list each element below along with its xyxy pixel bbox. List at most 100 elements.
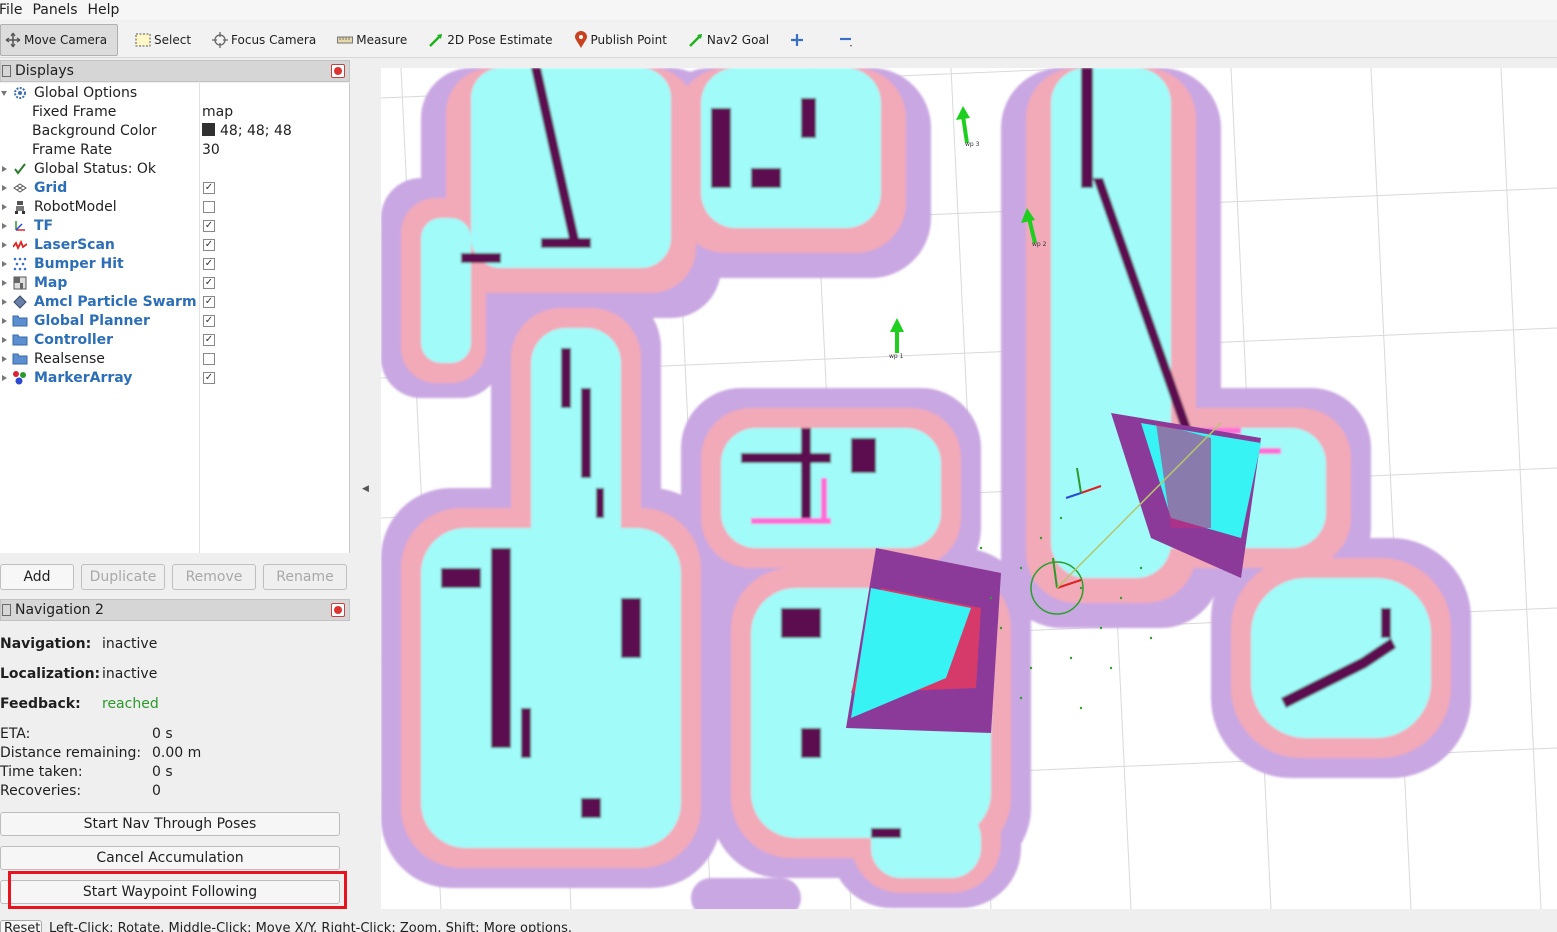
- duplicate-button[interactable]: Duplicate: [81, 564, 165, 590]
- displays-tree: Global Options Fixed Frame map Backgroun…: [0, 83, 350, 553]
- pose-estimate-tool[interactable]: 2D Pose Estimate: [424, 24, 556, 56]
- minus-icon: [840, 37, 853, 47]
- display-item-global-planner[interactable]: Global Planner ✓: [0, 311, 349, 330]
- controller-checkbox[interactable]: ✓: [203, 333, 215, 346]
- collapse-arrow-icon[interactable]: [0, 237, 12, 253]
- display-item-laserscan[interactable]: LaserScan ✓: [0, 235, 349, 254]
- move-camera-tool[interactable]: Move Camera: [0, 23, 118, 56]
- display-item-realsense[interactable]: Realsense: [0, 349, 349, 368]
- collapse-arrow-icon[interactable]: [0, 199, 12, 215]
- menu-file[interactable]: File: [0, 2, 23, 18]
- waypoint-markers: wp 3 wp 2 wp 1: [889, 106, 1047, 360]
- display-item-amcl-particle-swarm[interactable]: Amcl Particle Swarm ✓: [0, 292, 349, 311]
- panel-splitter[interactable]: ◀: [350, 60, 380, 910]
- grid-checkbox[interactable]: ✓: [203, 181, 215, 194]
- close-navigation-icon[interactable]: [331, 603, 345, 617]
- robot-icon: [12, 199, 28, 215]
- measure-tool[interactable]: Measure: [333, 24, 411, 56]
- start-waypoint-following-button[interactable]: Start Waypoint Following: [0, 880, 340, 904]
- reset-button[interactable]: Reset: [0, 920, 42, 932]
- fixed-frame-value[interactable]: map: [202, 103, 234, 120]
- checkmark-icon: [12, 161, 28, 177]
- markerarray-checkbox[interactable]: ✓: [203, 371, 215, 384]
- render-view[interactable]: wp 3 wp 2 wp 1: [381, 68, 1557, 909]
- feedback-status-label: Feedback:: [0, 696, 81, 712]
- grid-label: Grid: [34, 179, 68, 196]
- collapse-arrow-icon[interactable]: [0, 313, 12, 329]
- fixed-frame-label: Fixed Frame: [32, 103, 117, 120]
- add-button[interactable]: Add: [0, 564, 74, 590]
- displays-panel-title: Displays: [0, 60, 350, 82]
- rename-button[interactable]: Rename: [263, 564, 347, 590]
- display-item-markerarray[interactable]: MarkerArray ✓: [0, 368, 349, 387]
- bumper-hit-checkbox[interactable]: ✓: [203, 257, 215, 270]
- focus-camera-label: Focus Camera: [231, 32, 317, 47]
- start-nav-through-poses-button[interactable]: Start Nav Through Poses: [0, 812, 340, 836]
- publish-point-label: Publish Point: [590, 32, 667, 47]
- collapse-arrow-icon[interactable]: [0, 332, 12, 348]
- collapse-arrow-icon[interactable]: [0, 294, 12, 310]
- menu-help[interactable]: Help: [87, 2, 120, 18]
- expand-arrow-icon[interactable]: [0, 85, 12, 101]
- laserscan-checkbox[interactable]: ✓: [203, 238, 215, 251]
- display-item-grid[interactable]: Grid ✓: [0, 178, 349, 197]
- feedback-status-value: reached: [102, 696, 159, 712]
- collapse-arrow-icon[interactable]: [0, 218, 12, 234]
- robot-footprint: [1030, 561, 1084, 615]
- feedback-status: Feedback: reached: [0, 696, 159, 712]
- particle-cloud: [979, 516, 1153, 710]
- navigation-status-label: Navigation:: [0, 636, 92, 652]
- amcl-particle-swarm-checkbox[interactable]: ✓: [203, 295, 215, 308]
- add-tool-button[interactable]: [786, 24, 811, 56]
- tree-row-background-color[interactable]: Background Color 48; 48; 48: [0, 121, 349, 140]
- background-color-label: Background Color: [32, 122, 157, 139]
- costmap-canvas[interactable]: wp 3 wp 2 wp 1: [381, 68, 1557, 909]
- folder-icon: [12, 332, 28, 348]
- global-status-label: Global Status: Ok: [34, 160, 157, 177]
- tree-row-frame-rate[interactable]: Frame Rate 30: [0, 140, 349, 159]
- realsense-checkbox[interactable]: [203, 352, 215, 365]
- collapse-arrow-icon[interactable]: [0, 351, 12, 367]
- collapse-arrow-icon[interactable]: [0, 256, 12, 272]
- collapse-arrow-icon[interactable]: [0, 275, 12, 291]
- robotmodel-checkbox[interactable]: [203, 200, 215, 213]
- remove-button[interactable]: Remove: [172, 564, 256, 590]
- global-planner-label: Global Planner: [34, 312, 150, 329]
- move-camera-label: Move Camera: [24, 32, 108, 47]
- markerarray-icon: [12, 370, 28, 386]
- publish-point-tool[interactable]: Publish Point: [570, 24, 671, 56]
- display-item-robotmodel[interactable]: RobotModel: [0, 197, 349, 216]
- collapse-arrow-icon[interactable]: [0, 161, 12, 177]
- frame-rate-value[interactable]: 30: [202, 141, 220, 158]
- background-color-value[interactable]: 48; 48; 48: [202, 122, 292, 139]
- map-checkbox[interactable]: ✓: [203, 276, 215, 289]
- bumper-hit-label: Bumper Hit: [34, 255, 124, 272]
- global-planner-checkbox[interactable]: ✓: [203, 314, 215, 327]
- column-divider[interactable]: [199, 83, 200, 553]
- waypoint-label-2: wp 2: [1032, 241, 1047, 248]
- collapse-panel-icon[interactable]: ◀: [362, 484, 369, 494]
- publish-point-icon: [574, 30, 587, 48]
- collapse-arrow-icon[interactable]: [0, 180, 12, 196]
- tree-row-global-status[interactable]: Global Status: Ok: [0, 159, 349, 178]
- nav2-goal-tool[interactable]: Nav2 Goal: [684, 24, 773, 56]
- navigation-status-value: inactive: [102, 636, 158, 652]
- navigation-panel-body: Navigation: inactive Localization: inactiv…: [0, 620, 350, 910]
- display-item-controller[interactable]: Controller ✓: [0, 330, 349, 349]
- tf-checkbox[interactable]: ✓: [203, 219, 215, 232]
- display-item-tf[interactable]: TF ✓: [0, 216, 349, 235]
- display-item-bumper-hit[interactable]: Bumper Hit ✓: [0, 254, 349, 273]
- collapse-arrow-icon[interactable]: [0, 370, 12, 386]
- close-displays-icon[interactable]: [331, 64, 345, 78]
- remove-tool-button[interactable]: [835, 24, 862, 56]
- status-bar: Reset Left-Click: Rotate. Middle-Click: …: [0, 918, 1557, 932]
- cancel-accumulation-button[interactable]: Cancel Accumulation: [0, 846, 340, 870]
- display-item-map[interactable]: Map ✓: [0, 273, 349, 292]
- plus-icon: [791, 33, 804, 46]
- tf-icon: [12, 218, 28, 234]
- tree-row-fixed-frame[interactable]: Fixed Frame map: [0, 102, 349, 121]
- menu-panels[interactable]: Panels: [32, 2, 78, 18]
- tree-row-global-options[interactable]: Global Options: [0, 83, 349, 102]
- focus-camera-tool[interactable]: Focus Camera: [208, 24, 320, 56]
- select-tool[interactable]: Select: [131, 24, 195, 56]
